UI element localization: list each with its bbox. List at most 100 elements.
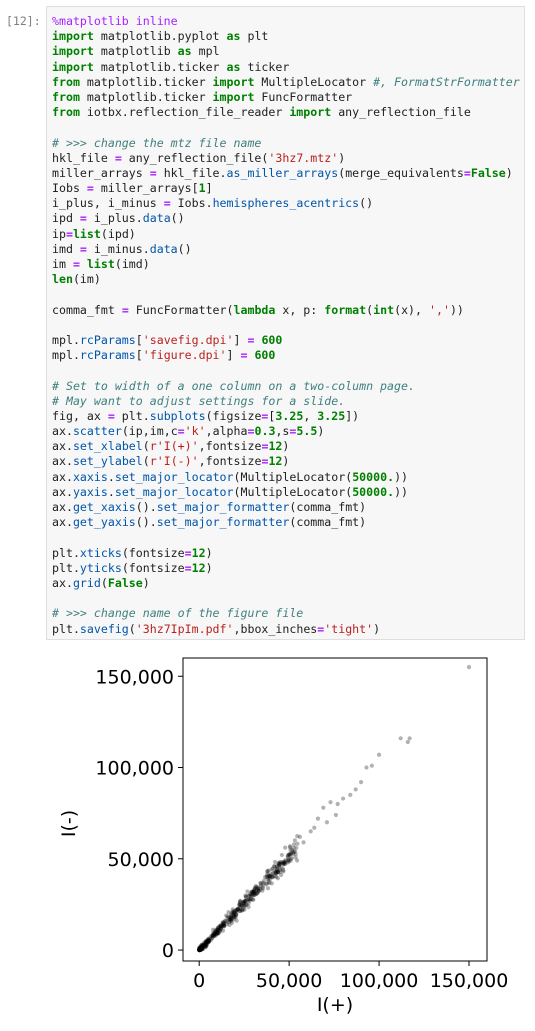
code-token: = [86,181,94,196]
scatter-point [340,796,346,801]
scatter-point [295,841,300,846]
code-token: from [52,89,80,104]
scatter-point [272,873,277,879]
code-line: # >>> change the mtz file name [52,136,520,151]
scatter-point [205,940,210,945]
code-token: 600 [254,348,276,363]
scatter-point [215,931,220,936]
code-token: 12 [268,439,283,454]
scatter-point [229,917,235,922]
code-token: ]) [345,408,360,423]
scatter-point [201,942,206,947]
code-token: (ipd) [100,226,136,241]
scatter-point [237,901,242,907]
code-line [52,363,520,378]
x-tick-label: 150,000 [430,970,509,992]
scatter-point [277,862,282,867]
scatter-point [226,919,232,925]
code-token: = [121,302,129,317]
scatter-point [197,947,202,953]
scatter-point [229,912,234,918]
scatter-point [215,931,221,936]
scatter-point [268,873,273,879]
scatter-point [201,943,206,948]
code-token: xticks [79,545,122,560]
scatter-point [243,893,248,898]
scatter-point [285,854,290,859]
code-token: = [65,226,73,241]
scatter-point [248,897,253,902]
scatter-point [301,840,306,845]
code-token: hkl_file. [156,165,227,180]
code-token: plt. [52,560,80,575]
code-token: 5.5 [296,424,318,439]
scatter-point [238,898,243,903]
code-token: ax. [52,439,73,454]
scatter-point [287,852,292,857]
code-token: False [470,165,506,180]
code-line: ax.xaxis.set_major_locator(MultipleLocat… [52,470,520,485]
code-token: . [107,484,115,499]
code-line: import matplotlib as mpl [52,44,520,59]
code-token: = [114,150,122,165]
code-token: 50000. [352,469,395,484]
scatter-point [290,849,295,855]
scatter-point [466,665,472,670]
scatter-point [199,942,204,948]
y-tick-label: 0 [162,940,174,962]
scatter-point [213,932,219,937]
scatter-point [211,931,216,936]
scatter-point [200,944,205,949]
scatter-point [203,945,208,950]
scatter-point [225,914,230,919]
code-token: (imd) [114,257,150,271]
scatter-point [218,926,223,931]
scatter-point [197,947,202,952]
scatter-point [254,886,259,892]
code-token: 'savefig.dpi' [142,332,234,347]
scatter-point [405,739,410,745]
scatter-point [208,935,213,940]
scatter-point [221,921,226,927]
scatter-point [266,876,271,881]
scatter-point [210,933,215,938]
code-token: Iobs [52,181,87,196]
scatter-point [197,947,202,953]
scatter-point [201,946,206,951]
scatter-point [197,947,202,953]
code-source[interactable]: %matplotlib inline import matplotlib.pypl… [52,14,520,637]
scatter-point [287,845,293,850]
cell-output: 0 50,000 100,000 150,000 0 50,000 100,000 150,0… [0,648,535,1027]
code-token: ) [373,621,381,636]
scatter-point [227,918,233,923]
code-token: r'I(-)' [149,454,199,469]
scatter-point [293,849,298,854]
code-token: ) [338,150,346,165]
scatter-point [286,857,291,863]
code-line: ax.get_xaxis().set_major_formatter(comma… [52,500,520,515]
scatter-point [231,910,236,915]
code-token: set_xlabel [72,439,143,454]
code-token: 1 [198,181,206,196]
scatter-point [237,899,243,904]
scatter-point [253,884,258,889]
code-token: Iobs. [170,196,213,211]
code-token: = [79,211,87,226]
scatter-point [218,924,223,929]
code-token: as [226,29,241,44]
code-token: 0.3 [254,424,276,439]
scatter-point [240,903,245,908]
code-token: ax. [52,469,73,484]
code-token: 600 [261,332,283,347]
code-cell-editor[interactable]: %matplotlib inline import matplotlib.pypl… [46,6,525,640]
scatter-point [224,920,229,925]
scatter-point [238,907,243,912]
code-token: ] [233,332,248,347]
scatter-point [213,929,218,934]
scatter-point [358,780,364,785]
scatter-point [244,902,249,908]
code-token: ',' [429,302,450,317]
scatter-point [230,907,235,912]
scatter-point [205,940,211,945]
scatter-point [206,937,211,942]
